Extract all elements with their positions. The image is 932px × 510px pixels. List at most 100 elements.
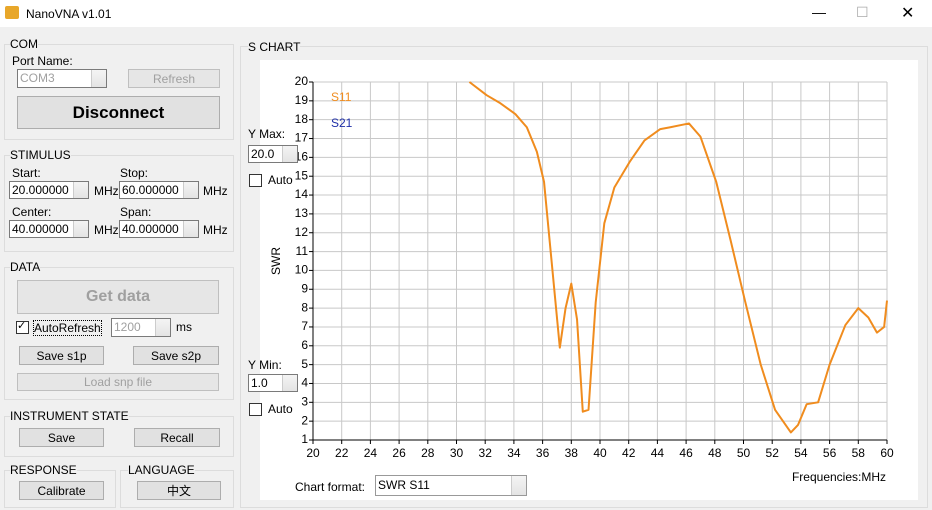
y-tick-label: 11 (296, 244, 309, 258)
y-tick-label: 10 (295, 263, 309, 277)
x-tick-label: 20 (306, 446, 320, 460)
group-title: LANGUAGE (128, 463, 195, 477)
interval-input[interactable]: 1200 (111, 318, 171, 337)
x-tick-label: 34 (507, 446, 521, 460)
checkbox-label[interactable]: Auto (268, 402, 293, 416)
label: Chart format: (295, 480, 366, 494)
port-combo[interactable]: COM3 (17, 69, 107, 88)
span-input[interactable]: 40.000000 (119, 220, 199, 238)
maximize-button[interactable]: ☐ (856, 4, 869, 20)
label: Stop: (120, 166, 149, 180)
y-tick-label: 5 (301, 357, 308, 371)
y-tick-label: 13 (295, 206, 309, 220)
y-tick-label: 2 (301, 413, 308, 427)
y-tick-label: 14 (295, 187, 309, 201)
y-tick-label: 18 (295, 112, 309, 126)
x-tick-label: 40 (593, 446, 607, 460)
group-title: COM (10, 37, 38, 51)
label: Port Name: (12, 54, 73, 68)
data-line (468, 81, 888, 434)
chart-panel (260, 60, 918, 500)
group-title: RESPONSE (10, 463, 77, 477)
x-tick-label: 44 (651, 446, 665, 460)
group-title: INSTRUMENT STATE (10, 409, 129, 423)
x-tick-label: 28 (421, 446, 435, 460)
x-axis-label: Frequencies:MHz (792, 470, 886, 484)
label: Y Max: (248, 127, 286, 141)
unit: ms (176, 320, 192, 334)
chart-group (240, 46, 928, 508)
x-tick-label: 24 (364, 446, 378, 460)
stop-input[interactable]: 60.000000 (119, 181, 199, 199)
window-title: NanoVNA v1.01 (26, 7, 112, 21)
x-tick-label: 42 (622, 446, 636, 460)
refresh-button[interactable]: Refresh (128, 69, 220, 88)
y-tick-label: 15 (295, 168, 309, 182)
auto-checkbox[interactable] (249, 403, 262, 416)
y-tick-label: 12 (295, 225, 309, 239)
x-tick-label: 54 (794, 446, 808, 460)
y-tick-label: 17 (295, 131, 309, 145)
app-icon (5, 6, 19, 19)
group-title: STIMULUS (10, 148, 71, 162)
y-tick-label: 16 (295, 150, 309, 164)
calibrate-button[interactable]: Calibrate (19, 481, 104, 500)
close-button[interactable]: ✕ (901, 5, 915, 22)
x-tick-label: 50 (737, 446, 751, 460)
get-data-button[interactable]: Get data (17, 280, 219, 314)
group-title: DATA (10, 260, 41, 274)
com-group (4, 44, 234, 140)
x-tick-label: 26 (392, 446, 406, 460)
unit: MHz (203, 184, 228, 198)
x-tick-label: 36 (536, 446, 550, 460)
label: Start: (12, 166, 41, 180)
legend-entry: S21 (331, 116, 353, 130)
checkbox-label[interactable]: AutoRefresh (33, 320, 102, 336)
legend-entry: S11 (331, 90, 352, 104)
disconnect-button[interactable]: Disconnect (17, 96, 220, 129)
recall-button[interactable]: Recall (134, 428, 220, 447)
label: Center: (12, 205, 52, 219)
group-title: S CHART (248, 40, 301, 54)
y-tick-label: 7 (301, 319, 308, 333)
chart-format-combo[interactable]: SWR S11 (375, 475, 527, 496)
auto-checkbox[interactable] (249, 174, 262, 187)
save-s2p-button[interactable]: Save s2p (133, 346, 219, 365)
label: Y Min: (248, 358, 282, 372)
x-tick-label: 56 (823, 446, 837, 460)
save-s1p-button[interactable]: Save s1p (19, 346, 104, 365)
ymax-input[interactable]: 20.0 (248, 145, 298, 163)
y-tick-label: 6 (301, 338, 308, 352)
title-bar (0, 0, 932, 27)
data-group (4, 267, 234, 400)
ymin-input[interactable]: 1.0 (248, 374, 298, 392)
x-tick-label: 52 (766, 446, 780, 460)
start-input[interactable]: 20.000000 (9, 181, 89, 199)
x-tick-label: 22 (335, 446, 349, 460)
minimize-button[interactable]: — (812, 4, 826, 20)
stimulus-group (4, 155, 234, 252)
checkbox-label[interactable]: Auto (268, 173, 293, 187)
y-tick-label: 3 (301, 394, 308, 408)
x-tick-label: 60 (880, 446, 894, 460)
y-tick-label: 20 (295, 74, 309, 88)
save-button[interactable]: Save (19, 428, 104, 447)
unit: MHz (203, 223, 228, 237)
y-tick-label: 19 (295, 93, 309, 107)
auto-refresh-checkbox[interactable]: ✓ (16, 320, 29, 334)
load-button[interactable]: Load snp file (17, 373, 219, 391)
x-tick-label: 38 (565, 446, 579, 460)
y-tick-label: 9 (301, 281, 308, 295)
chart: 20 22 24 26 28 30 32 34 36 38 40 42 44 46 48 50 52 54 56 58… (269, 74, 894, 484)
y-axis-label: SWR (269, 247, 283, 275)
y-tick-label: 1 (301, 432, 308, 446)
x-tick-label: 58 (852, 446, 866, 460)
label: Span: (120, 205, 152, 219)
language-button[interactable]: 中文 (137, 481, 221, 500)
x-tick-label: 30 (450, 446, 464, 460)
unit: MHz (94, 223, 119, 237)
x-tick-label: 48 (708, 446, 722, 460)
center-input[interactable]: 40.000000 (9, 220, 89, 238)
unit: MHz (94, 184, 119, 198)
